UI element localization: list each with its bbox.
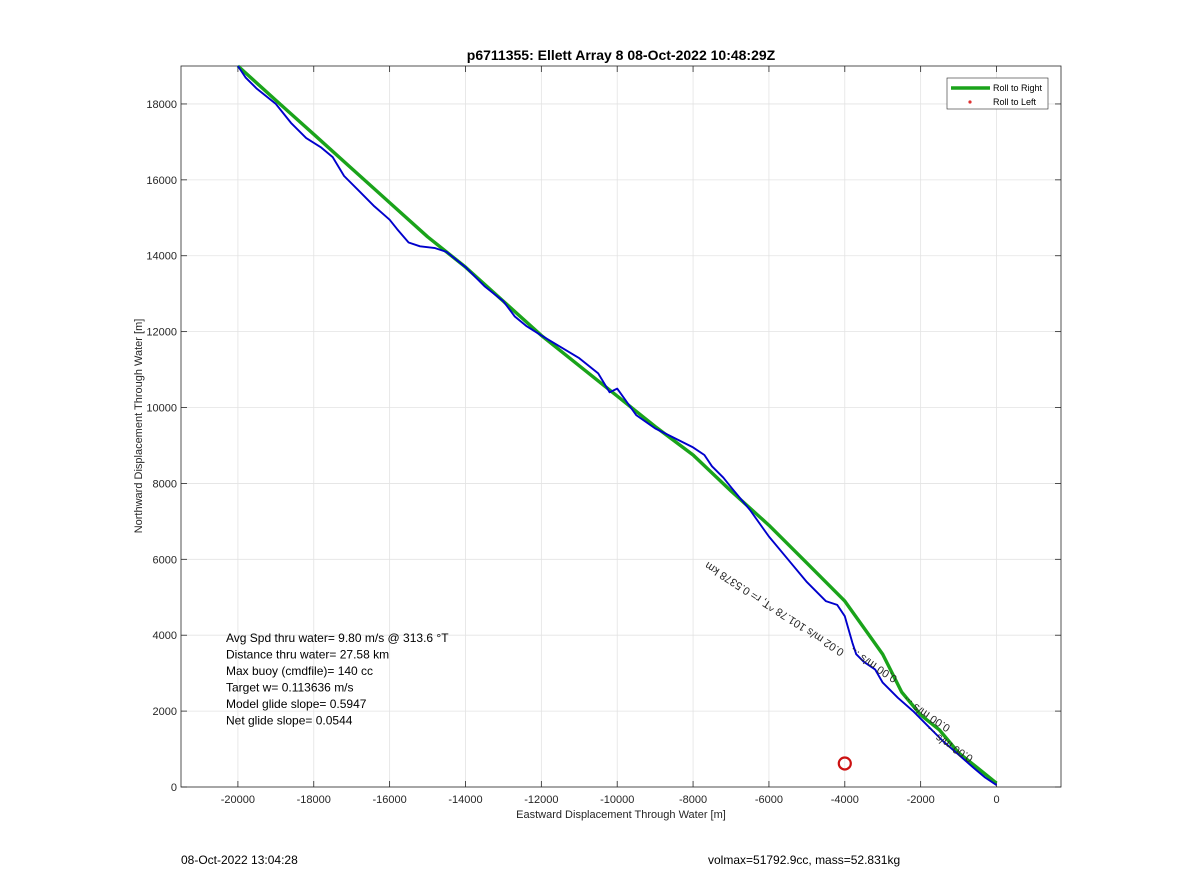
plot-area [180, 65, 1062, 788]
stat-line: Net glide slope= 0.0544 [226, 714, 353, 728]
rotated-label: 0.00 m/s ... [847, 645, 899, 685]
x-tick-label: -6000 [755, 794, 783, 806]
y-axis-label: Northward Displacement Through Water [m] [133, 319, 145, 534]
y-tick-label: 6000 [153, 554, 177, 566]
stat-line: Target w= 0.113636 m/s [226, 681, 354, 695]
legend-swatch [968, 100, 972, 104]
x-tick-label: -14000 [448, 794, 482, 806]
rotated-label: 0.00 m/s ... [900, 694, 952, 734]
marker-layer [837, 756, 852, 771]
x-tick-label: -4000 [831, 794, 859, 806]
series-line-0 [236, 64, 998, 785]
y-tick-label: 8000 [153, 478, 177, 490]
x-tick-label: -10000 [600, 794, 634, 806]
legend: Roll to Right Roll to Left [946, 77, 1049, 110]
series-layer [236, 64, 998, 786]
rotated-labels: 0.00 m/s ...0.02 m/s 101.78 ^T, r= 0.537… [703, 559, 975, 764]
x-tick-label: -20000 [221, 794, 255, 806]
legend-box [946, 77, 1049, 110]
y-tick-label: 18000 [146, 99, 177, 111]
stat-line: Avg Spd thru water= 9.80 m/s @ 313.6 °T [226, 631, 449, 645]
y-tick-label: 0 [171, 782, 177, 794]
legend-label: Roll to Left [993, 97, 1037, 107]
stat-line: Distance thru water= 27.58 km [226, 648, 389, 662]
stats-annotations: Avg Spd thru water= 9.80 m/s @ 313.6 °T D… [226, 631, 449, 728]
y-tick-label: 10000 [146, 403, 177, 415]
series-line-1 [237, 65, 998, 786]
target-marker [837, 756, 852, 771]
grid-layer [181, 66, 1061, 788]
stat-line: Model glide slope= 0.5947 [226, 697, 367, 711]
y-tick-label: 16000 [146, 175, 177, 187]
x-tick-label: 0 [993, 794, 999, 806]
ticks: -20000 -18000 -16000 -14000 -12000 -10000 -800… [146, 66, 1061, 806]
footer-vol-mass: volmax=51792.9cc, mass=52.831kg [708, 853, 901, 867]
y-tick-label: 2000 [153, 706, 177, 718]
x-tick-label: -18000 [297, 794, 331, 806]
y-tick-label: 12000 [146, 327, 177, 339]
x-tick-label: -2000 [907, 794, 935, 806]
y-tick-label: 14000 [146, 251, 177, 263]
footer-timestamp: 08-Oct-2022 13:04:28 [181, 853, 298, 867]
stat-line: Max buoy (cmdfile)= 140 cc [226, 664, 373, 678]
rotated-label: 0.02 m/s 101.78 ^T, r= 0.5378 km [703, 559, 846, 658]
x-tick-label: -16000 [372, 794, 406, 806]
chart-title: p6711355: Ellett Array 8 08-Oct-2022 10:… [467, 47, 776, 63]
y-tick-label: 4000 [153, 630, 177, 642]
legend-label: Roll to Right [993, 83, 1043, 93]
x-tick-label: -8000 [679, 794, 707, 806]
x-tick-label: -12000 [524, 794, 558, 806]
x-axis-label: Eastward Displacement Through Water [m] [516, 809, 726, 821]
